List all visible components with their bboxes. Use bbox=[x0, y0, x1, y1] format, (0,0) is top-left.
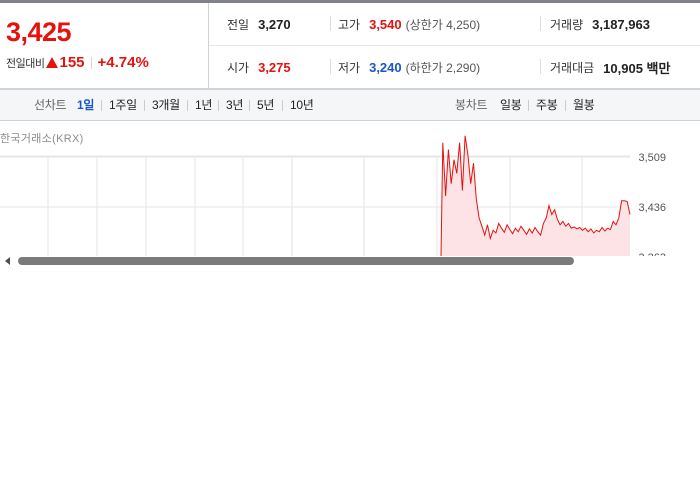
trade-amount-value: 10,905 백만 bbox=[603, 60, 671, 76]
lower-limit: (하한가 2,290) bbox=[405, 60, 481, 75]
high-value: 3,540 bbox=[369, 16, 402, 32]
divider bbox=[565, 100, 566, 111]
period-tab-10y[interactable]: 10년 bbox=[290, 98, 314, 112]
high-label: 고가 bbox=[338, 17, 361, 32]
current-price: 3,425 bbox=[6, 17, 72, 47]
change-line: 전일대비 155 +4.74% bbox=[6, 54, 149, 71]
prev-close-label: 전일 bbox=[227, 17, 250, 32]
candle-tab-weekly[interactable]: 주봉 bbox=[536, 98, 558, 112]
intraday-chart: 3,509 3,436 3,363 bbox=[0, 135, 666, 256]
divider bbox=[330, 16, 331, 31]
data-source: 한국거래소(KRX) bbox=[0, 133, 84, 145]
stock-summary: 3,425 전일대비 155 +4.74% 전일 3,270 고가 3,540 … bbox=[0, 3, 700, 89]
open-value: 3,275 bbox=[258, 59, 291, 75]
divider bbox=[90, 56, 92, 69]
change-rate: +4.74% bbox=[97, 54, 149, 71]
volume-cell: 거래량 3,187,963 bbox=[550, 3, 650, 45]
candle-tab-monthly[interactable]: 월봉 bbox=[573, 98, 595, 112]
divider bbox=[282, 100, 283, 111]
divider bbox=[540, 59, 541, 74]
open-label: 시가 bbox=[227, 60, 250, 75]
upper-limit: (상한가 4,250) bbox=[405, 17, 481, 32]
trade-amount-cell: 거래대금 10,905 백만 bbox=[550, 46, 670, 88]
volume-value: 3,187,963 bbox=[592, 16, 650, 32]
price-area-fill bbox=[440, 135, 630, 256]
info-row-1: 전일 3,270 고가 3,540 (상한가 4,250) 거래량 3,187,… bbox=[209, 3, 700, 46]
scroll-left-icon[interactable] bbox=[5, 257, 10, 265]
line-chart-label: 선차트 bbox=[34, 98, 67, 112]
triangle-up-icon bbox=[46, 57, 59, 68]
y-tick-label: 3,363 bbox=[638, 252, 666, 256]
info-row-2: 시가 3,275 저가 3,240 (하한가 2,290) 거래대금 10,90… bbox=[209, 46, 700, 88]
divider bbox=[218, 100, 219, 111]
y-tick-label: 3,509 bbox=[638, 152, 666, 164]
y-tick-label: 3,436 bbox=[638, 202, 666, 214]
low-value: 3,240 bbox=[369, 59, 402, 75]
divider bbox=[330, 59, 331, 74]
divider bbox=[144, 100, 145, 111]
price-line bbox=[440, 135, 631, 256]
trade-amount-label: 거래대금 bbox=[550, 60, 595, 75]
top-border bbox=[0, 0, 700, 3]
chart-scrollbar[interactable] bbox=[0, 254, 700, 268]
period-tab-3y[interactable]: 3년 bbox=[226, 98, 244, 112]
period-tab-1w[interactable]: 1주일 bbox=[109, 98, 137, 112]
period-tab-5y[interactable]: 5년 bbox=[257, 98, 275, 112]
divider bbox=[249, 100, 250, 111]
chart-period-bar: 선차트 1일 1주일 3개월 1년 3년 5년 10년 봉차트 일봉 주봉 월봉 bbox=[0, 89, 700, 121]
candle-chart-label: 봉차트 bbox=[455, 98, 488, 112]
divider bbox=[187, 100, 188, 111]
scrollbar-thumb[interactable] bbox=[18, 257, 574, 265]
open-cell: 시가 3,275 bbox=[227, 46, 291, 88]
period-tab-3m[interactable]: 3개월 bbox=[152, 98, 180, 112]
period-tab-1d[interactable]: 1일 bbox=[77, 98, 95, 112]
change-value: 155 bbox=[59, 54, 85, 71]
volume-label: 거래량 bbox=[550, 17, 584, 32]
high-cell: 고가 3,540 (상한가 4,250) bbox=[338, 3, 480, 45]
divider bbox=[540, 16, 541, 31]
candle-tab-daily[interactable]: 일봉 bbox=[500, 98, 522, 112]
prev-close-value: 3,270 bbox=[258, 16, 291, 32]
period-tab-1y[interactable]: 1년 bbox=[195, 98, 213, 112]
price-box: 3,425 전일대비 155 +4.74% bbox=[0, 3, 209, 88]
divider bbox=[528, 100, 529, 111]
low-label: 저가 bbox=[338, 60, 361, 75]
divider bbox=[101, 100, 102, 111]
prev-close-cell: 전일 3,270 bbox=[227, 3, 291, 45]
change-label: 전일대비 bbox=[6, 56, 45, 70]
price-chart-area: 한국거래소(KRX) 3,509 3,436 3,363 bbox=[0, 121, 700, 256]
low-cell: 저가 3,240 (하한가 2,290) bbox=[338, 46, 480, 88]
